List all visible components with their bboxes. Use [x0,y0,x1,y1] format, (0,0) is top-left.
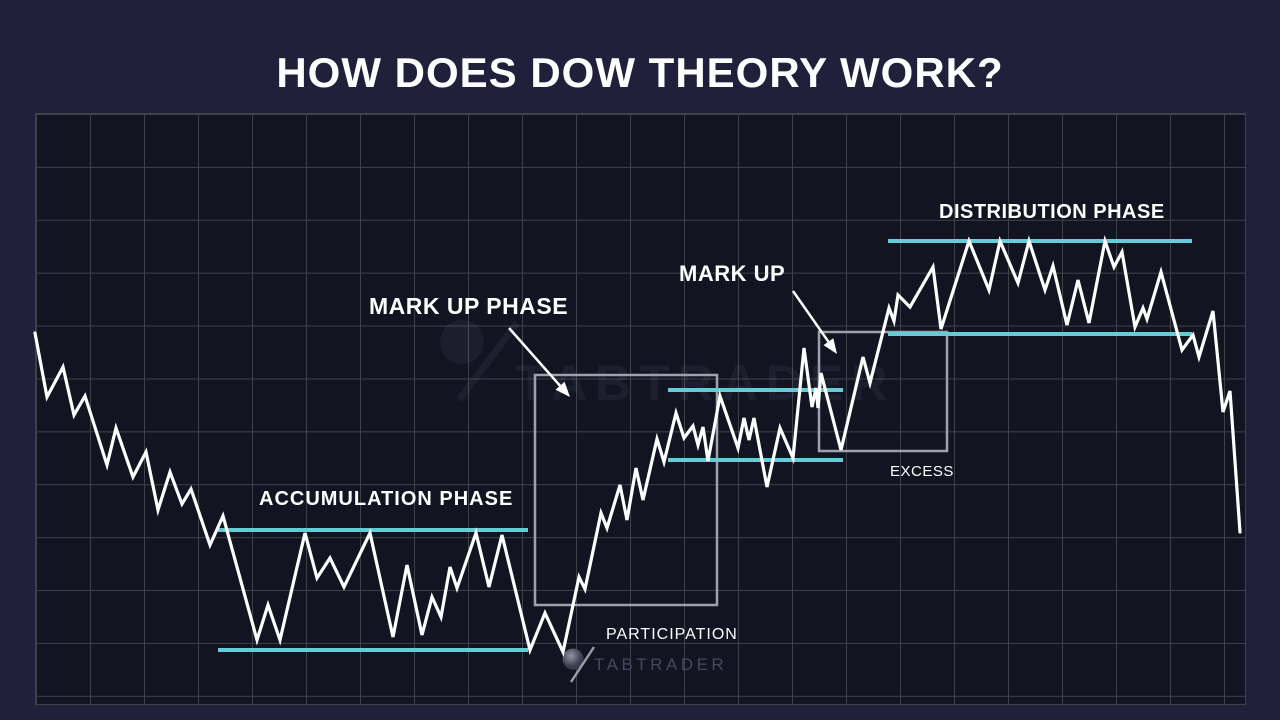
logo-slash-icon [456,320,520,403]
chart-grid-area [35,113,1246,705]
logo-sphere-small-icon [562,648,584,670]
participation-label: PARTICIPATION [606,626,738,643]
accumulation-phase-label: ACCUMULATION PHASE [259,488,514,510]
markup-arrow-shaft [791,290,830,343]
logo-slash-small-icon [569,646,596,683]
distribution-phase-label: DISTRIBUTION PHASE [939,201,1165,223]
mark-up-label: MARK UP [679,261,786,286]
tabtrader-logo-small-icon [562,646,596,683]
page-title: HOW DOES DOW THEORY WORK? [276,49,1004,96]
markup-arrow-head-icon [823,338,837,354]
mark-up-phase-label: MARK UP PHASE [369,293,569,319]
logo-sphere-icon [440,320,484,364]
price-line [33,234,1242,658]
markup-phase-arrow-shaft [508,327,562,387]
excess-label: EXCESS [890,463,954,480]
markup-phase-arrow-head-icon [555,381,570,397]
tabtrader-watermark-text: TABTRADER [516,355,896,411]
tabtrader-watermark-bottom-text: TABTRADER [594,655,728,674]
phase-box-participation [533,373,719,607]
tabtrader-logo-watermark-icon [440,320,520,403]
